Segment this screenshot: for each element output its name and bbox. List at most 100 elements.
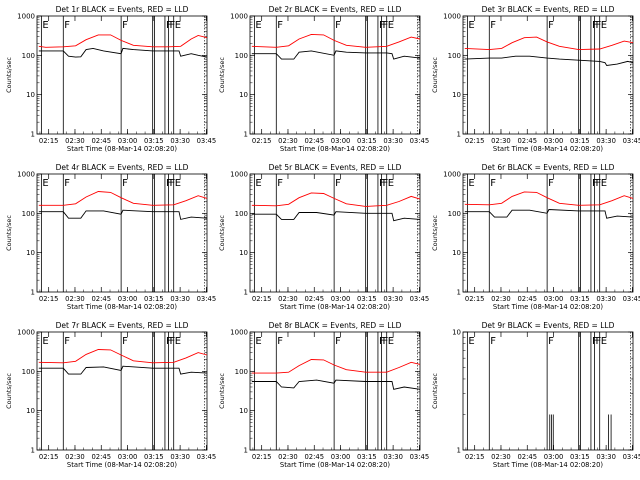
y-tick-label: 10 bbox=[239, 249, 248, 257]
x-tick-label: 03:00 bbox=[331, 295, 351, 303]
y-axis-label: Counts/sec bbox=[218, 373, 226, 409]
x-tick-label: 03:30 bbox=[170, 137, 190, 145]
panel-4: Det 4r BLACK = Events, RED = LLD 1 10 100 10… bbox=[5, 163, 216, 311]
x-tick-label: 03:15 bbox=[144, 295, 164, 303]
x-tick-label: 02:15 bbox=[465, 453, 485, 461]
marker-label: F bbox=[490, 336, 496, 347]
x-tick-label: 03:15 bbox=[570, 295, 590, 303]
x-axis-label: Start Time (08-Mar-14 02:08:20) bbox=[493, 303, 603, 311]
x-tick-label: 02:30 bbox=[491, 295, 511, 303]
x-tick-label: 02:45 bbox=[304, 137, 324, 145]
y-tick-label: 100 bbox=[22, 210, 35, 218]
chart-title: Det 4r BLACK = Events, RED = LLD bbox=[56, 163, 189, 172]
x-tick-label: 02:30 bbox=[65, 295, 85, 303]
x-tick-label: 02:45 bbox=[91, 295, 111, 303]
x-tick-label: 02:45 bbox=[517, 295, 537, 303]
panel-6: Det 6r BLACK = Events, RED = LLD 1 10 100 10… bbox=[431, 163, 640, 311]
marker-label: F bbox=[592, 20, 598, 31]
y-axis-label: Counts/sec bbox=[431, 215, 439, 251]
marker-label: F bbox=[169, 336, 175, 347]
x-tick-label: 03:30 bbox=[596, 295, 616, 303]
chart-title: Det 2r BLACK = Events, RED = LLD bbox=[269, 5, 402, 14]
y-tick-label: 1 bbox=[31, 447, 35, 455]
x-tick-label: 02:45 bbox=[304, 295, 324, 303]
marker-label: F bbox=[548, 20, 554, 31]
chart-title: Det 6r BLACK = Events, RED = LLD bbox=[482, 163, 615, 172]
marker-label: F bbox=[277, 336, 283, 347]
marker-label: F bbox=[277, 178, 283, 189]
plot-frame bbox=[249, 331, 421, 451]
x-tick-label: 02:30 bbox=[65, 453, 85, 461]
plot-frame bbox=[36, 15, 208, 135]
series-lld-line bbox=[251, 359, 421, 374]
y-tick-label: 1 bbox=[457, 289, 461, 297]
y-axis-label: Counts/sec bbox=[5, 373, 13, 409]
x-tick-label: 03:00 bbox=[118, 453, 138, 461]
marker-label: F bbox=[122, 336, 128, 347]
y-tick-label: 1000 bbox=[230, 329, 248, 337]
plot-frame bbox=[462, 15, 634, 135]
marker-label: F bbox=[335, 336, 341, 347]
x-tick-label: 03:45 bbox=[623, 137, 640, 145]
marker-label: F bbox=[382, 336, 388, 347]
x-axis-label: Start Time (08-Mar-14 02:08:20) bbox=[280, 303, 390, 311]
y-tick-label: 1000 bbox=[230, 171, 248, 179]
y-tick-label: 1 bbox=[457, 131, 461, 139]
marker-label: F bbox=[277, 20, 283, 31]
x-tick-label: 03:45 bbox=[623, 295, 640, 303]
y-tick-label: 100 bbox=[235, 52, 248, 60]
x-tick-label: 02:30 bbox=[491, 453, 511, 461]
y-tick-label: 10 bbox=[26, 91, 35, 99]
x-tick-label: 02:30 bbox=[65, 137, 85, 145]
panel-5: Det 5r BLACK = Events, RED = LLD 1 10 100 10… bbox=[218, 163, 429, 311]
marker-label: F bbox=[379, 178, 385, 189]
y-axis-label: Counts/sec bbox=[431, 373, 439, 409]
x-tick-label: 03:00 bbox=[544, 137, 564, 145]
x-tick-label: 02:45 bbox=[91, 453, 111, 461]
marker-label: F bbox=[64, 20, 70, 31]
y-tick-label: 10 bbox=[452, 91, 461, 99]
marker-label: E bbox=[42, 178, 48, 189]
y-tick-label: 10 bbox=[239, 407, 248, 415]
x-tick-label: 03:30 bbox=[596, 137, 616, 145]
marker-label: E bbox=[468, 336, 474, 347]
x-tick-label: 02:15 bbox=[252, 295, 272, 303]
marker-label: E bbox=[601, 336, 607, 347]
y-tick-label: 1 bbox=[244, 289, 248, 297]
series-events-line bbox=[464, 55, 634, 66]
marker-label: E bbox=[175, 178, 181, 189]
x-tick-label: 03:00 bbox=[331, 453, 351, 461]
marker-label: F bbox=[166, 20, 172, 31]
series-events-line bbox=[38, 209, 208, 220]
x-tick-label: 03:15 bbox=[570, 453, 590, 461]
x-tick-label: 03:30 bbox=[383, 453, 403, 461]
plot-frame bbox=[249, 173, 421, 293]
x-tick-label: 03:30 bbox=[596, 453, 616, 461]
y-tick-label: 1000 bbox=[17, 13, 35, 21]
y-tick-label: 100 bbox=[448, 210, 461, 218]
chart-title: Det 5r BLACK = Events, RED = LLD bbox=[269, 163, 402, 172]
series-events-line bbox=[38, 47, 208, 58]
y-axis-label: Counts/sec bbox=[5, 215, 13, 251]
x-tick-label: 03:15 bbox=[357, 453, 377, 461]
x-axis-label: Start Time (08-Mar-14 02:08:20) bbox=[493, 461, 603, 469]
marker-label: E bbox=[388, 178, 394, 189]
x-tick-label: 03:45 bbox=[623, 453, 640, 461]
marker-label: E bbox=[601, 178, 607, 189]
x-axis-label: Start Time (08-Mar-14 02:08:20) bbox=[493, 145, 603, 153]
y-tick-label: 1000 bbox=[17, 171, 35, 179]
marker-label: F bbox=[548, 336, 554, 347]
x-tick-label: 03:30 bbox=[170, 453, 190, 461]
x-tick-label: 02:45 bbox=[517, 137, 537, 145]
marker-label: E bbox=[468, 20, 474, 31]
marker-label: F bbox=[595, 178, 601, 189]
x-tick-label: 02:15 bbox=[252, 453, 272, 461]
plot-frame bbox=[36, 331, 208, 451]
y-tick-label: 100 bbox=[448, 52, 461, 60]
y-tick-label: 100 bbox=[235, 210, 248, 218]
x-tick-label: 03:15 bbox=[570, 137, 590, 145]
y-tick-label: 10 bbox=[452, 249, 461, 257]
x-tick-label: 03:45 bbox=[410, 453, 430, 461]
marker-label: F bbox=[335, 20, 341, 31]
